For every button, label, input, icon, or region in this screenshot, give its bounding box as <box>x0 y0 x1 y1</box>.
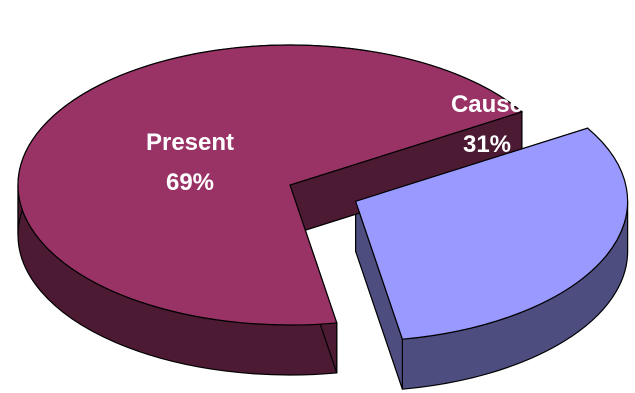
slice-label-present: Present <box>146 129 234 156</box>
slice-present <box>17 44 524 326</box>
slice-percent-present: 69% <box>166 169 214 196</box>
slice-cause <box>354 127 629 340</box>
slice-percent-cause: 31% <box>463 131 511 158</box>
pie-labels: Cause 31% Present 69% <box>146 91 523 196</box>
slice-label-cause: Cause <box>451 91 523 118</box>
pie-tops <box>17 44 629 340</box>
